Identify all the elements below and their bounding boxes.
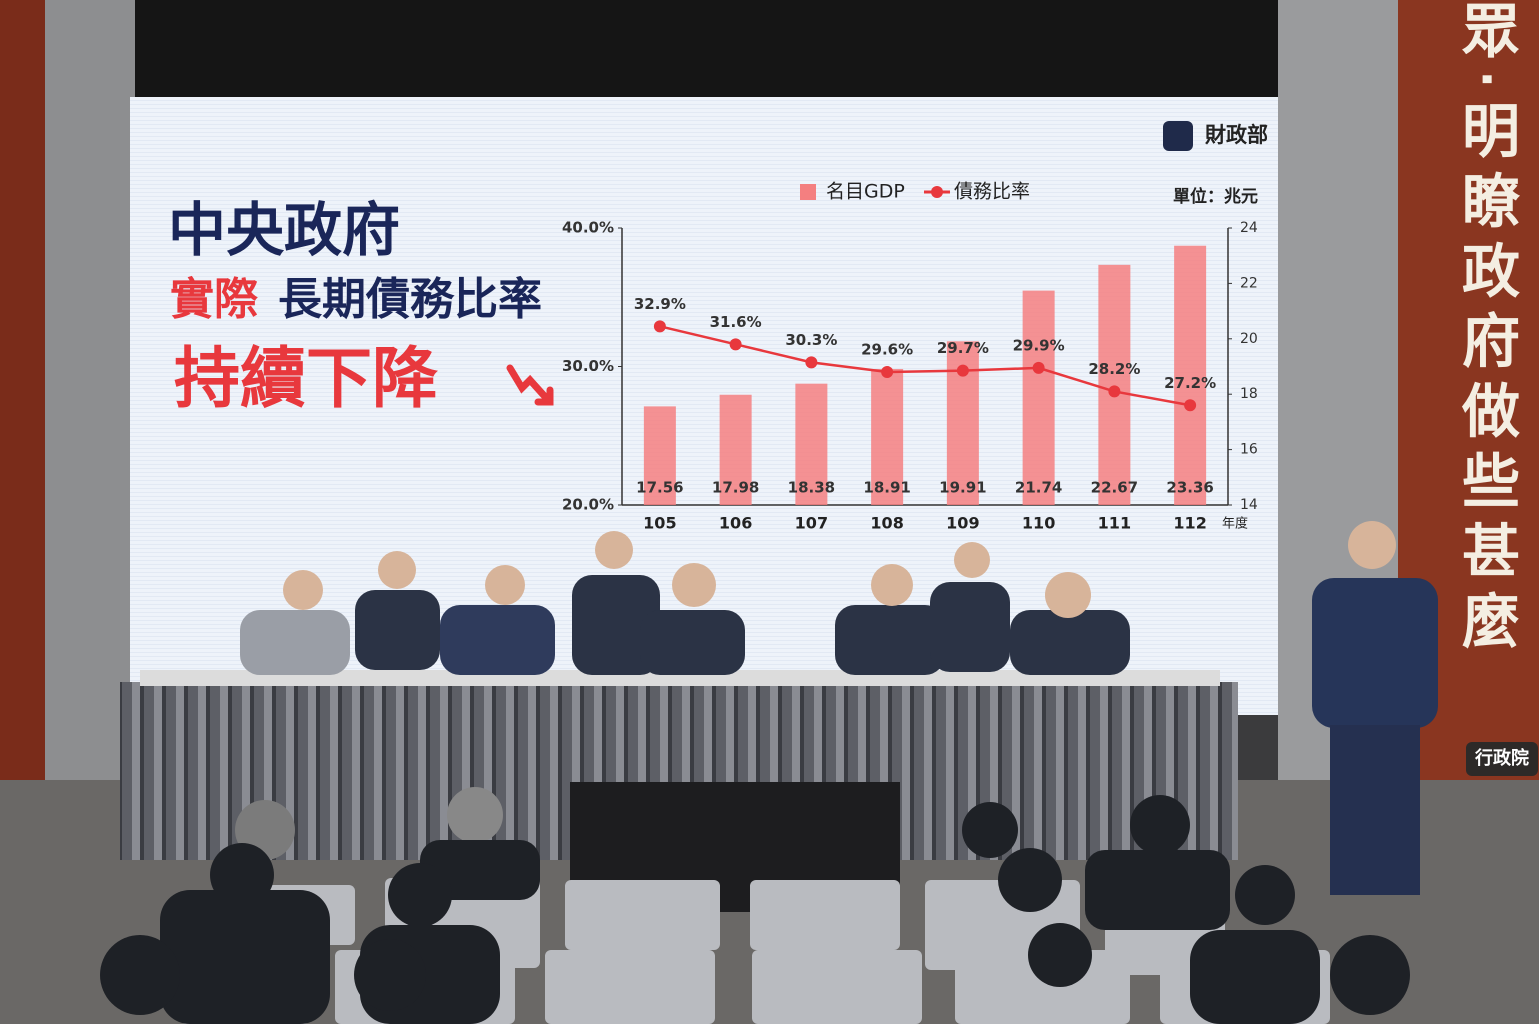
point-label: 27.2% xyxy=(1164,374,1216,392)
bar-value-label: 17.98 xyxy=(712,479,759,497)
bar-value-label: 21.74 xyxy=(1015,479,1062,497)
x-axis-label: 年度 xyxy=(1222,516,1248,532)
point-label: 29.9% xyxy=(1013,336,1065,354)
bar-value-label: 17.56 xyxy=(636,479,683,497)
x-tick-label: 107 xyxy=(795,514,828,533)
bar-value-label: 23.36 xyxy=(1166,479,1213,497)
y2-tick-label: 24 xyxy=(1240,220,1258,236)
bar xyxy=(871,368,904,505)
point-label: 32.9% xyxy=(634,295,686,313)
subtitle: 長期債務比率 xyxy=(278,274,542,325)
point-label: 31.6% xyxy=(710,313,762,331)
legend-label: 名目GDP xyxy=(826,181,905,203)
y2-tick-label: 22 xyxy=(1240,275,1258,291)
bar xyxy=(1174,245,1207,505)
bar xyxy=(1098,264,1131,505)
line-point xyxy=(729,338,742,351)
wood-column-left xyxy=(0,0,45,860)
audience xyxy=(100,787,1410,1024)
x-tick-label: 110 xyxy=(1022,514,1055,533)
x-tick-label: 111 xyxy=(1098,514,1131,533)
bar xyxy=(1022,290,1055,505)
line-point xyxy=(881,366,894,379)
line-point xyxy=(1108,385,1121,398)
subtitle-highlight: 實際 xyxy=(170,274,258,325)
line-point xyxy=(956,364,969,377)
y-tick-label: 40.0% xyxy=(562,219,614,237)
bar xyxy=(719,394,752,505)
legend-swatch xyxy=(800,184,816,200)
podium-sign: 行政院 xyxy=(1466,742,1538,776)
bar xyxy=(795,383,828,505)
legend-label: 債務比率 xyxy=(954,181,1030,203)
chart-title: 中央政府 xyxy=(168,196,400,264)
y-tick-label: 30.0% xyxy=(562,357,614,375)
y2-tick-label: 14 xyxy=(1240,497,1258,513)
curtain-left xyxy=(40,0,135,800)
table-top xyxy=(140,670,1220,686)
x-tick-label: 108 xyxy=(870,514,903,533)
bar xyxy=(643,406,676,505)
y2-tick-label: 20 xyxy=(1240,331,1258,347)
unit-label: 單位：兆元 xyxy=(1173,186,1258,207)
bar-value-label: 19.91 xyxy=(939,479,986,497)
point-label: 29.6% xyxy=(861,341,913,359)
line-point xyxy=(1184,399,1197,412)
x-tick-label: 109 xyxy=(946,514,979,533)
y-tick-label: 20.0% xyxy=(562,496,614,514)
logo-mark xyxy=(1163,121,1193,151)
point-label: 29.7% xyxy=(937,339,989,357)
bar-value-label: 18.91 xyxy=(863,479,910,497)
line xyxy=(659,325,1191,407)
line-point xyxy=(805,356,818,369)
point-label: 30.3% xyxy=(785,331,837,349)
x-tick-label: 112 xyxy=(1173,514,1206,533)
legend-swatch xyxy=(931,186,943,198)
y2-tick-label: 16 xyxy=(1240,442,1258,458)
x-tick-label: 106 xyxy=(719,514,752,533)
panelists xyxy=(240,521,1438,895)
bar-value-label: 22.67 xyxy=(1091,479,1138,497)
point-label: 28.2% xyxy=(1088,360,1140,378)
headline: 持續下降 xyxy=(174,340,438,417)
line-point xyxy=(1032,361,1045,374)
logo-text: 財政部 xyxy=(1205,123,1268,147)
x-tick-label: 105 xyxy=(643,514,676,533)
down-arrow-icon xyxy=(506,364,554,406)
bar-value-label: 18.38 xyxy=(788,479,835,497)
line-point xyxy=(653,320,666,333)
wall-slogan: 眾‧明瞭政府做些甚麼 xyxy=(1452,0,1520,661)
y2-tick-label: 18 xyxy=(1240,386,1258,402)
